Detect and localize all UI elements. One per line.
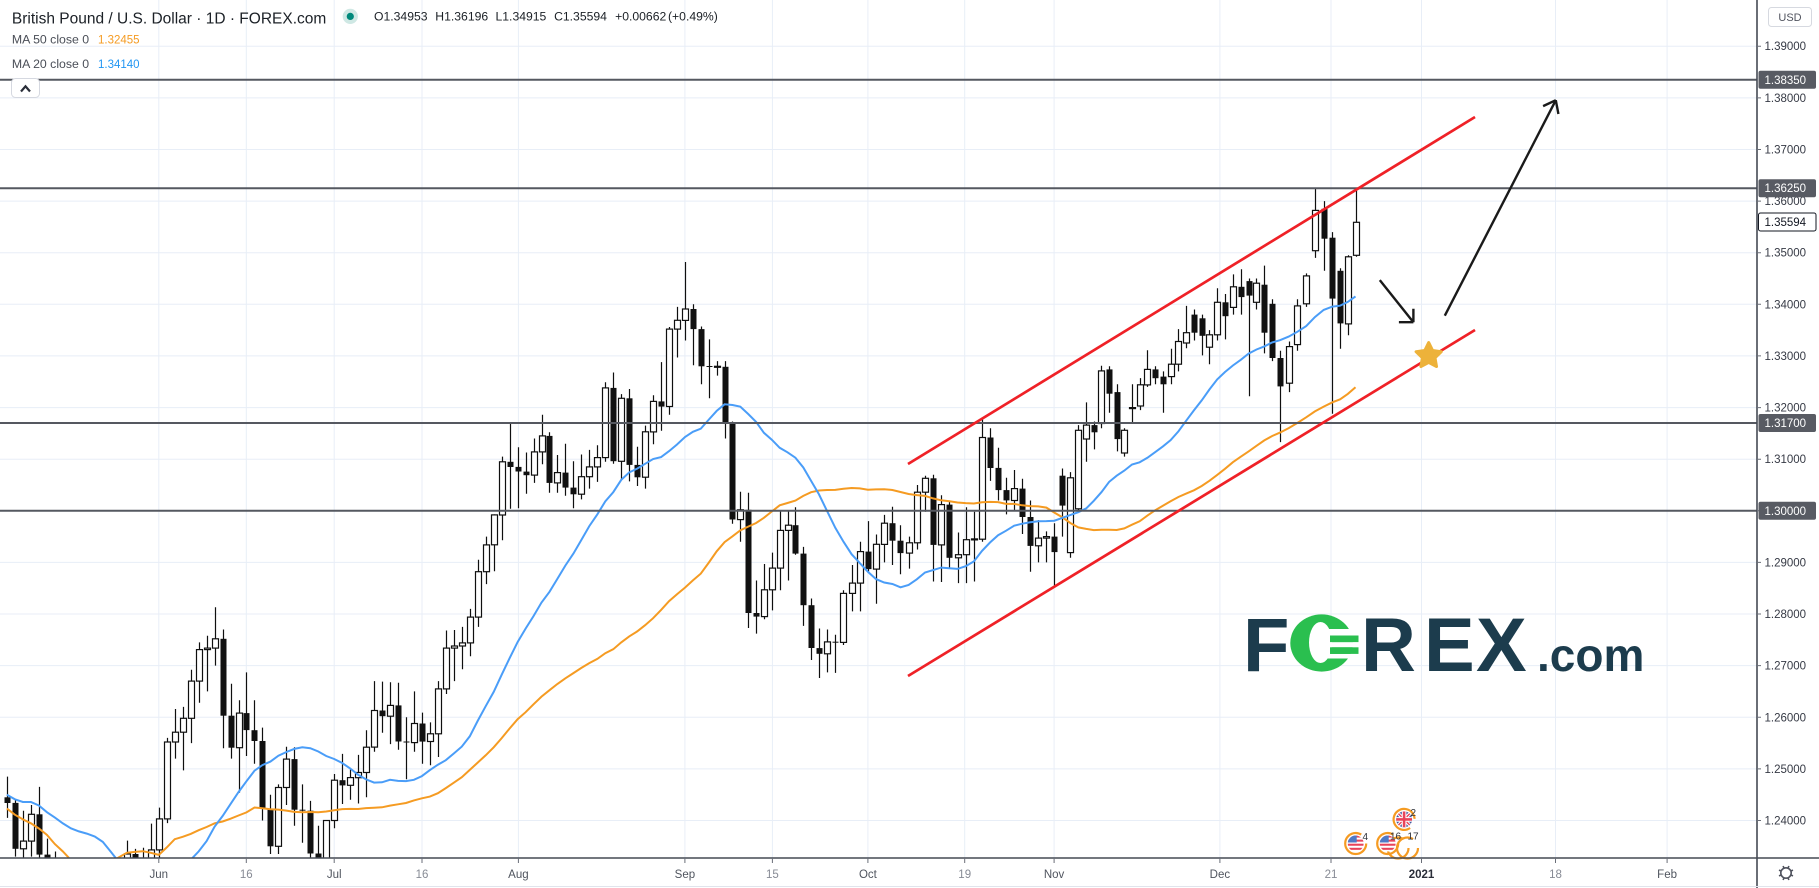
svg-text:19: 19 bbox=[958, 869, 971, 881]
svg-text:C1.35594: C1.35594 bbox=[554, 10, 607, 24]
svg-text:Jun: Jun bbox=[150, 869, 169, 881]
svg-text:(+0.49%): (+0.49%) bbox=[668, 10, 718, 24]
svg-text:1.32000: 1.32000 bbox=[1765, 403, 1807, 415]
svg-text:1.31700: 1.31700 bbox=[1765, 418, 1807, 430]
svg-text:1.38000: 1.38000 bbox=[1765, 93, 1807, 105]
svg-text:USD: USD bbox=[1778, 12, 1801, 24]
svg-text:1.26000: 1.26000 bbox=[1765, 712, 1807, 724]
svg-text:Aug: Aug bbox=[508, 869, 528, 881]
svg-text:1.25000: 1.25000 bbox=[1765, 764, 1807, 776]
svg-text:1.36250: 1.36250 bbox=[1765, 183, 1807, 195]
svg-text:16: 16 bbox=[416, 869, 429, 881]
svg-text:X: X bbox=[1476, 603, 1527, 688]
svg-text:16: 16 bbox=[1390, 832, 1402, 843]
svg-text:1.35594: 1.35594 bbox=[1765, 217, 1807, 229]
svg-text:1.27000: 1.27000 bbox=[1765, 661, 1807, 673]
svg-text:.com: .com bbox=[1537, 629, 1644, 681]
svg-text:British Pound / U.S. Dollar ·: British Pound / U.S. Dollar · 1D · FOREX… bbox=[12, 11, 326, 28]
svg-text:1.29000: 1.29000 bbox=[1765, 557, 1807, 569]
svg-text:1.37000: 1.37000 bbox=[1765, 145, 1807, 157]
svg-text:2: 2 bbox=[1411, 808, 1417, 819]
svg-text:1.28000: 1.28000 bbox=[1765, 609, 1807, 621]
svg-text:18: 18 bbox=[1549, 869, 1562, 881]
svg-text:1.34140: 1.34140 bbox=[98, 59, 140, 71]
svg-text:1.38350: 1.38350 bbox=[1765, 75, 1807, 87]
svg-text:21: 21 bbox=[1325, 869, 1338, 881]
svg-text:1.31000: 1.31000 bbox=[1765, 454, 1807, 466]
svg-text:R: R bbox=[1361, 603, 1416, 688]
svg-text:O1.34953: O1.34953 bbox=[374, 10, 428, 24]
svg-text:1.36000: 1.36000 bbox=[1765, 196, 1807, 208]
svg-text:MA 50 close 0: MA 50 close 0 bbox=[12, 33, 89, 47]
svg-text:Dec: Dec bbox=[1210, 869, 1231, 881]
svg-text:1.34000: 1.34000 bbox=[1765, 299, 1807, 311]
svg-text:4: 4 bbox=[1363, 832, 1369, 843]
svg-text:1.24000: 1.24000 bbox=[1765, 816, 1807, 828]
svg-text:1.33000: 1.33000 bbox=[1765, 351, 1807, 363]
svg-text:17: 17 bbox=[1408, 832, 1420, 843]
svg-text:1.39000: 1.39000 bbox=[1765, 41, 1807, 53]
svg-text:L1.34915: L1.34915 bbox=[496, 10, 547, 24]
svg-text:E: E bbox=[1424, 603, 1475, 688]
svg-text:Feb: Feb bbox=[1657, 869, 1677, 881]
svg-text:+0.00662: +0.00662 bbox=[615, 10, 666, 24]
svg-text:1.32455: 1.32455 bbox=[98, 35, 140, 47]
svg-text:H1.36196: H1.36196 bbox=[435, 10, 488, 24]
svg-text:Jul: Jul bbox=[327, 869, 342, 881]
svg-text:16: 16 bbox=[240, 869, 253, 881]
svg-text:MA 20 close 0: MA 20 close 0 bbox=[12, 57, 89, 71]
svg-text:1.30000: 1.30000 bbox=[1765, 506, 1807, 518]
svg-text:Oct: Oct bbox=[859, 869, 878, 881]
svg-text:1.35000: 1.35000 bbox=[1765, 248, 1807, 260]
svg-text:F: F bbox=[1243, 603, 1289, 688]
svg-text:Nov: Nov bbox=[1044, 869, 1065, 881]
svg-text:Sep: Sep bbox=[675, 869, 695, 881]
svg-text:2021: 2021 bbox=[1409, 869, 1435, 881]
svg-text:15: 15 bbox=[766, 869, 779, 881]
